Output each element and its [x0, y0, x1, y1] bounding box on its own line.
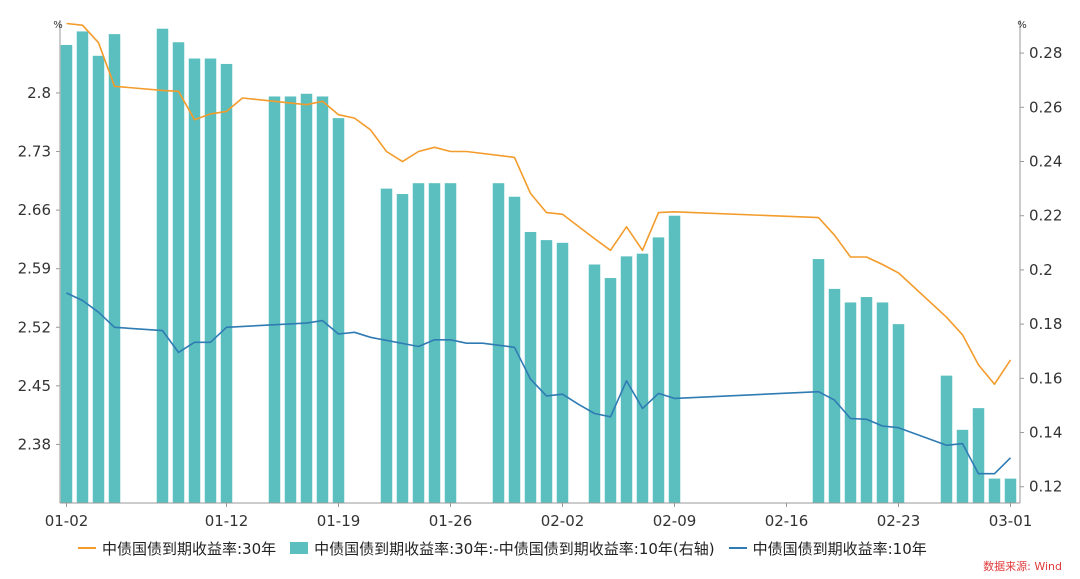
bar-spread-37 [652, 237, 665, 504]
bar-spread-56 [956, 429, 969, 503]
right-tick-label: 0.24 [1029, 153, 1062, 171]
bar-spread-2 [92, 55, 105, 503]
bar-spread-57 [972, 408, 985, 503]
bar-spread-27 [492, 183, 505, 503]
right-axis-unit: % [1017, 20, 1027, 31]
right-tick-label: 0.28 [1029, 44, 1062, 62]
bar-spread-13 [268, 96, 281, 503]
bar-spread-15 [300, 93, 313, 504]
bar-spread-21 [396, 194, 409, 503]
right-tick-label: 0.16 [1029, 369, 1062, 387]
axes-group: % % 2.8 2.73 2.66 2.59 2.52 2.45 2.38 0.28 0.26 0.2… [18, 20, 1062, 530]
bar-spread-38 [668, 215, 681, 503]
legend-label-10y: 中债国债到期收益率:10年 [752, 539, 927, 558]
legend-label-spread: 中债国债到期收益率:30年:-中债国债到期收益率:10年(右轴) [314, 539, 715, 558]
bar-spread-17 [332, 118, 345, 503]
bar-spread-30 [540, 240, 553, 503]
bar-spread-20 [380, 188, 393, 503]
x-tick-label: 02-23 [877, 512, 921, 530]
x-tick-label: 01-12 [205, 512, 249, 530]
line-series-group [66, 22, 1012, 475]
bar-spread-7 [172, 42, 185, 504]
bar-spread-55 [940, 375, 953, 503]
legend-swatch-30y [78, 547, 96, 549]
bar-spread-31 [556, 242, 569, 503]
bar-spread-6 [156, 28, 169, 503]
bar-spread-1 [76, 31, 89, 504]
bar-spread-9 [204, 58, 217, 503]
source-note: 数据来源: Wind [983, 560, 1062, 573]
bar-spread-34 [604, 278, 617, 503]
left-axis-unit: % [53, 20, 63, 31]
right-tick-label: 0.2 [1029, 261, 1053, 279]
bar-spread-59 [1004, 478, 1017, 503]
right-tick-label: 0.26 [1029, 98, 1062, 116]
bar-spread-10 [220, 63, 233, 504]
bar-spread-3 [108, 34, 121, 504]
legend-item-30y: 中债国债到期收益率:30年 [78, 538, 276, 559]
right-tick-label: 0.22 [1029, 207, 1062, 225]
bar-spread-33 [588, 264, 601, 503]
left-tick-label: 2.38 [18, 435, 51, 453]
bar-spread-35 [620, 256, 633, 503]
bar-spread-8 [188, 58, 201, 503]
legend: 中债国债到期收益率:30年 中债国债到期收益率:30年:-中债国债到期收益率:1… [0, 536, 1000, 560]
bar-spread-23 [428, 183, 441, 503]
bar-spread-28 [508, 196, 521, 503]
left-tick-label: 2.45 [18, 377, 51, 395]
line-series-10y [66, 292, 1012, 475]
left-tick-label: 2.59 [18, 260, 51, 278]
x-tick-label: 01-02 [45, 512, 89, 530]
bar-series-spread [60, 28, 1017, 504]
bar-spread-24 [444, 183, 457, 503]
x-tick-label: 01-19 [317, 512, 361, 530]
bar-spread-47 [812, 259, 825, 503]
bar-spread-52 [892, 324, 905, 503]
bar-spread-0 [60, 44, 73, 504]
left-tick-label: 2.52 [18, 318, 51, 336]
legend-swatch-spread [290, 542, 309, 554]
chart-area: % % 2.8 2.73 2.66 2.59 2.52 2.45 2.38 0.28 0.26 0.2… [18, 20, 1062, 530]
line-series-30y [66, 22, 1012, 385]
bar-spread-14 [284, 96, 297, 503]
left-tick-label: 2.73 [18, 143, 51, 161]
x-tick-label: 02-02 [541, 512, 585, 530]
right-tick-label: 0.18 [1029, 315, 1062, 333]
bar-spread-58 [988, 478, 1001, 503]
legend-item-10y: 中债国债到期收益率:10年 [728, 538, 927, 559]
left-tick-label: 2.66 [18, 201, 51, 219]
legend-label-30y: 中债国债到期收益率:30年 [102, 539, 277, 558]
x-tick-label: 03-01 [989, 512, 1033, 530]
bar-spread-49 [844, 302, 857, 503]
x-tick-label: 01-26 [429, 512, 473, 530]
legend-swatch-10y [728, 547, 747, 549]
bar-spread-16 [316, 96, 329, 503]
bar-spread-22 [412, 183, 425, 503]
x-tick-label: 02-16 [765, 512, 809, 530]
bar-spread-51 [876, 302, 889, 503]
right-tick-label: 0.14 [1029, 424, 1062, 442]
bar-spread-36 [636, 253, 649, 503]
bar-spread-48 [828, 288, 841, 503]
bar-spread-29 [524, 231, 537, 503]
bar-spread-50 [860, 297, 873, 503]
legend-item-spread: 中债国债到期收益率:30年:-中债国债到期收益率:10年(右轴) [290, 538, 715, 559]
x-tick-label: 02-09 [653, 512, 697, 530]
left-tick-label: 2.8 [27, 84, 51, 102]
right-tick-label: 0.12 [1029, 478, 1062, 496]
